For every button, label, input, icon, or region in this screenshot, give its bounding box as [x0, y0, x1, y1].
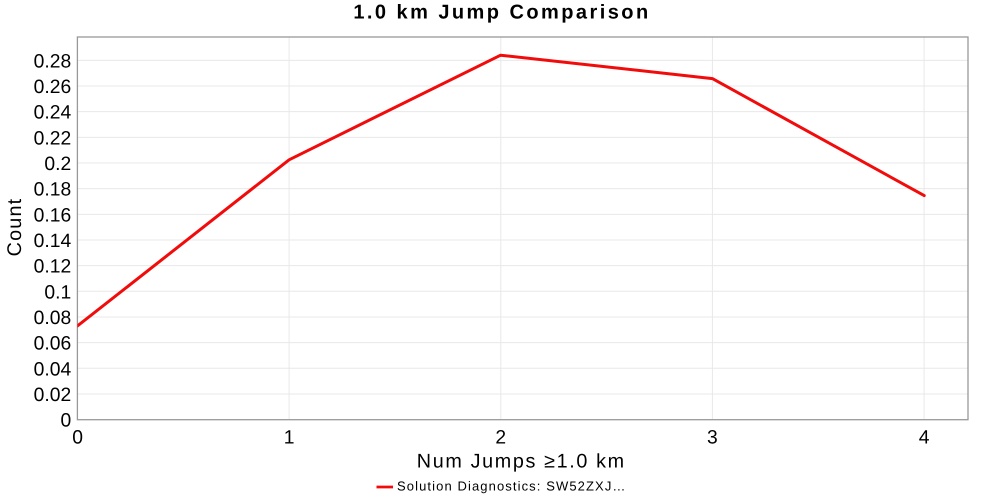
svg-text:0: 0	[72, 427, 83, 448]
svg-text:Num Jumps ≥1.0 km: Num Jumps ≥1.0 km	[417, 451, 626, 473]
svg-text:0.22: 0.22	[34, 128, 72, 149]
svg-text:0.2: 0.2	[44, 154, 71, 175]
svg-text:4: 4	[919, 427, 930, 448]
svg-text:0.14: 0.14	[34, 231, 72, 252]
svg-text:0.24: 0.24	[34, 103, 72, 124]
svg-text:0.02: 0.02	[34, 385, 72, 406]
svg-text:0.08: 0.08	[34, 308, 72, 329]
svg-text:0.12: 0.12	[34, 257, 72, 278]
svg-text:0.06: 0.06	[34, 334, 72, 355]
svg-text:0.16: 0.16	[34, 205, 72, 226]
svg-text:0.1: 0.1	[44, 282, 71, 303]
svg-text:0.18: 0.18	[34, 180, 72, 201]
svg-text:Solution Diagnostics: SW52ZXJ…: Solution Diagnostics: SW52ZXJ…	[397, 479, 627, 494]
svg-text:0.28: 0.28	[34, 51, 72, 72]
svg-text:1: 1	[284, 427, 295, 448]
svg-text:3: 3	[707, 427, 718, 448]
svg-text:Count: Count	[4, 198, 26, 257]
svg-text:0.04: 0.04	[34, 359, 72, 380]
svg-text:2: 2	[495, 427, 506, 448]
svg-text:0: 0	[60, 411, 71, 432]
svg-text:1.0 km Jump Comparison: 1.0 km Jump Comparison	[353, 2, 650, 24]
svg-text:0.26: 0.26	[34, 77, 72, 98]
